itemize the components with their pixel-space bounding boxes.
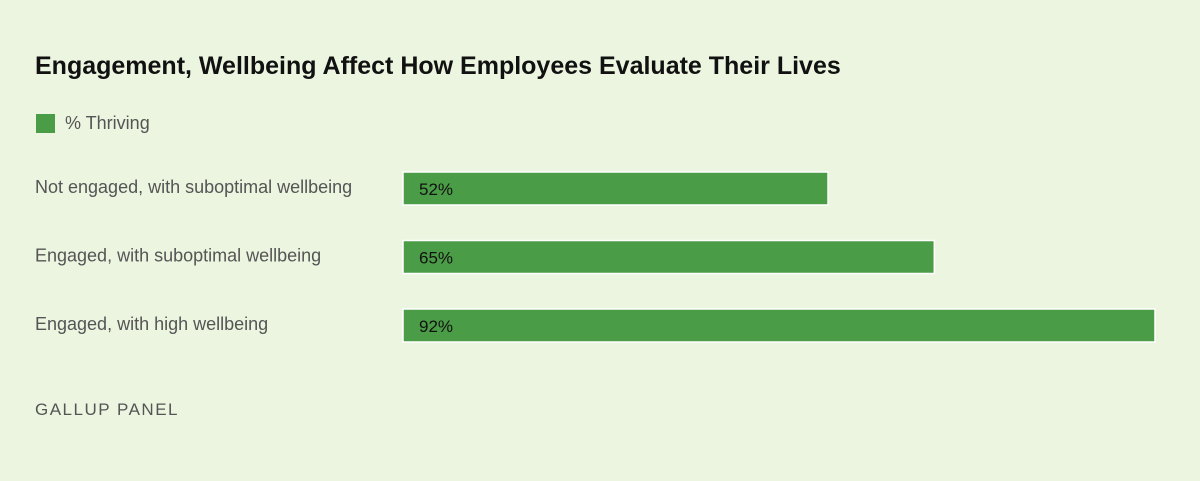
bar: [402, 308, 1156, 343]
bar: [402, 239, 936, 275]
data-label: 65%: [419, 249, 453, 268]
source-label: GALLUP PANEL: [35, 400, 179, 419]
data-label: 92%: [419, 317, 453, 336]
legend-swatch: [36, 114, 55, 133]
category-label: Engaged, with suboptimal wellbeing: [35, 246, 321, 266]
category-label: Engaged, with high wellbeing: [35, 314, 268, 334]
legend: % Thriving: [36, 113, 150, 134]
data-label: 52%: [419, 180, 453, 199]
bar: [402, 171, 829, 206]
category-label: Not engaged, with suboptimal wellbeing: [35, 177, 352, 197]
chart-title: Engagement, Wellbeing Affect How Employe…: [35, 52, 841, 80]
legend-label: % Thriving: [65, 113, 150, 133]
